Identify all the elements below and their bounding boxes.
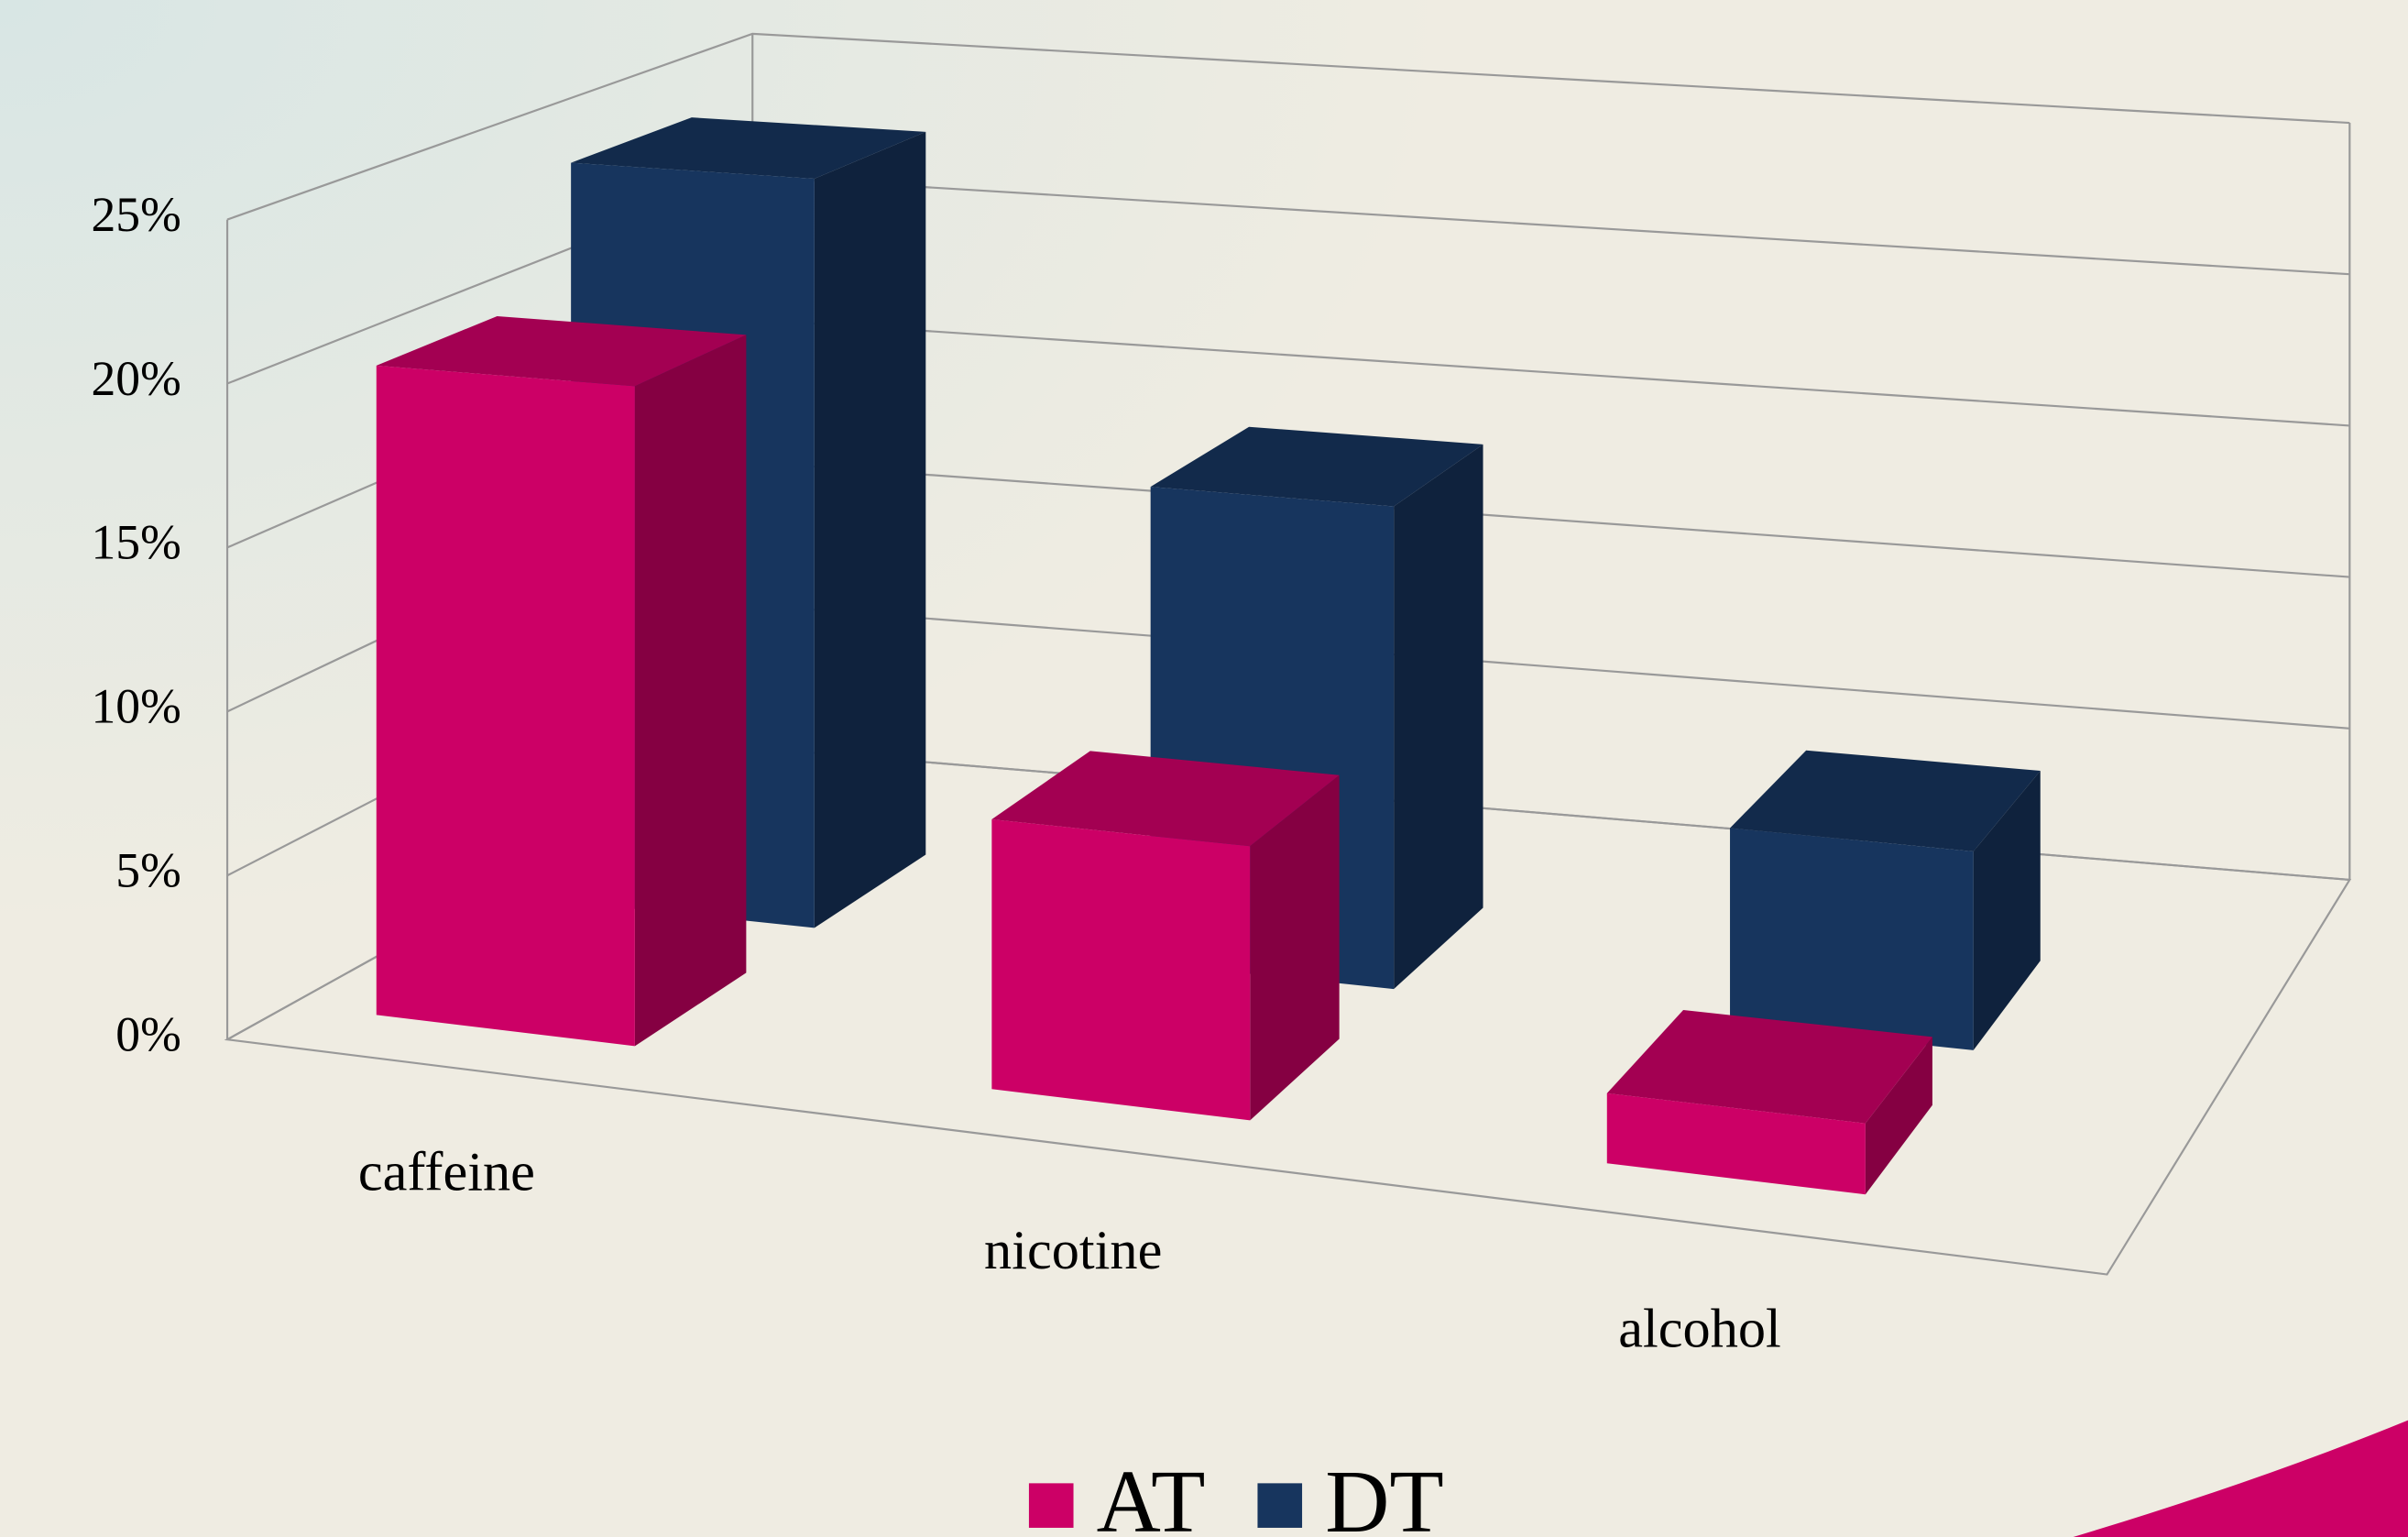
bar-front [1730, 828, 1974, 1050]
legend-label: DT [1325, 1453, 1444, 1537]
bar-top [1730, 750, 2041, 851]
x-tick-label: alcohol [1618, 1298, 1781, 1359]
bar-front [376, 365, 635, 1047]
bar-front [991, 818, 1251, 1121]
x-tick-label: nicotine [984, 1220, 1162, 1281]
bar-side [814, 131, 926, 928]
y-tick-label: 5% [115, 843, 181, 898]
y-tick-label: 10% [91, 679, 181, 734]
x-tick-label: caffeine [358, 1142, 535, 1203]
bar-front [1606, 1092, 1866, 1195]
bar-top [571, 117, 926, 180]
bar [376, 315, 747, 1047]
plot: 0% 5% 10% 15% 20% 25% caffeine nicotine alcohol A… [91, 32, 2352, 1537]
bar-side [634, 335, 747, 1047]
y-tick-label: 20% [91, 351, 181, 406]
y-tick-label: 0% [115, 1007, 181, 1062]
bar-top [991, 751, 1340, 847]
legend-swatch [1257, 1483, 1303, 1528]
bar-top [1150, 426, 1483, 507]
bar-side [1250, 774, 1340, 1121]
bar-side [1865, 1037, 1932, 1195]
bar [991, 751, 1340, 1121]
bar [1730, 750, 2041, 1050]
bar-top [1606, 1010, 1932, 1124]
bar-side [1394, 444, 1483, 990]
decoration [2073, 1420, 2408, 1537]
bar-side [1973, 771, 2041, 1050]
y-tick-label: 15% [91, 515, 181, 570]
legend-label: AT [1097, 1453, 1206, 1537]
y-tick-label: 25% [91, 187, 181, 242]
bar-top [376, 315, 747, 387]
legend-swatch [1028, 1483, 1074, 1528]
bar [1606, 1010, 1932, 1195]
